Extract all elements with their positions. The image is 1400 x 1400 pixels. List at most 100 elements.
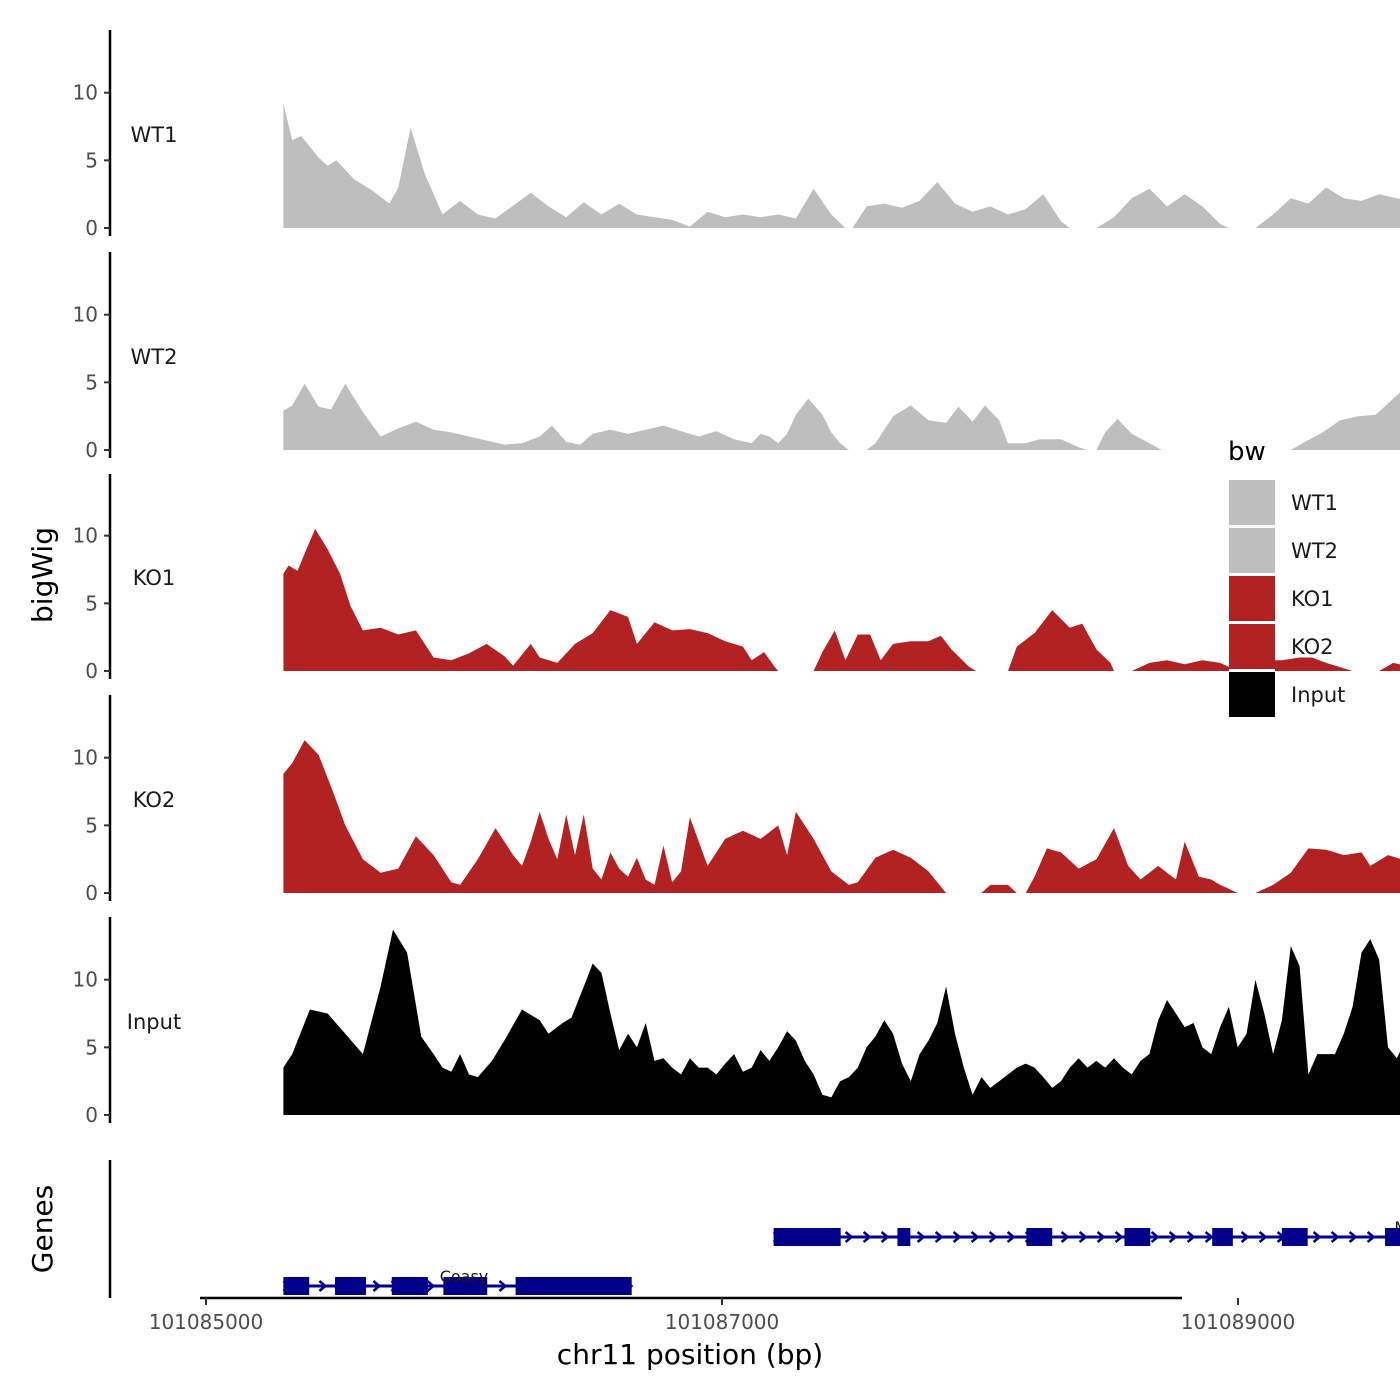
signal-tracks: 0 5 10 WT1 0 5 10 WT2 0 5 10 KO1 0 5 10 KO2 0 5 10 Input xyxy=(73,30,1400,1127)
y-axis-title: bigWig xyxy=(26,527,59,623)
y-tick-label: 5 xyxy=(85,370,98,394)
gene-label: Mlx xyxy=(1394,1218,1400,1237)
legend-swatch xyxy=(1229,576,1275,622)
x-tick-label: 101089000 xyxy=(1181,1310,1296,1334)
x-axis-title: chr11 position (bp) xyxy=(557,1338,823,1371)
gene-mlx: Mlx xyxy=(772,1218,1400,1246)
gene-exon xyxy=(1281,1228,1308,1246)
legend: bw WT1 WT2 KO1 KO2 Input xyxy=(1228,437,1345,719)
strand-arrow xyxy=(880,1231,890,1243)
signal-area-ko1 xyxy=(283,528,1400,671)
strand-arrow xyxy=(1366,1231,1376,1243)
gene-exon xyxy=(443,1277,488,1295)
gene-exon xyxy=(773,1228,841,1246)
strand-arrow xyxy=(988,1231,998,1243)
gene-exon xyxy=(1026,1228,1053,1246)
gene-exon xyxy=(1124,1228,1151,1246)
x-axis: 101085000101087000101089000101091000 xyxy=(149,1296,1296,1334)
y-tick-label: 0 xyxy=(85,659,98,683)
strand-arrow xyxy=(1168,1231,1178,1243)
legend-item-ko2: KO2 xyxy=(1229,624,1334,671)
track-label-input: Input xyxy=(127,1010,181,1034)
gene-exon xyxy=(1385,1228,1400,1246)
strand-arrow xyxy=(970,1231,980,1243)
y-tick-label: 10 xyxy=(73,524,98,548)
strand-arrow xyxy=(934,1231,944,1243)
gene-exon xyxy=(1212,1228,1233,1246)
signal-area-wt2 xyxy=(283,383,1400,450)
track-ko1: 0 5 10 KO1 xyxy=(73,474,1400,683)
legend-label: KO2 xyxy=(1291,635,1334,659)
legend-label: WT2 xyxy=(1291,539,1338,563)
strand-arrow xyxy=(426,1280,436,1292)
track-label-wt1: WT1 xyxy=(131,123,178,147)
strand-arrow xyxy=(1312,1231,1322,1243)
y-tick-label: 5 xyxy=(85,1035,98,1059)
track-wt2: 0 5 10 WT2 xyxy=(73,252,1400,462)
genes-axis-title: Genes xyxy=(26,1185,59,1273)
strand-arrow xyxy=(1078,1231,1088,1243)
strand-arrow xyxy=(844,1231,854,1243)
gene-exon xyxy=(335,1277,366,1295)
gene-label: Coasy xyxy=(440,1267,489,1286)
strand-arrow xyxy=(318,1280,328,1292)
y-tick-label: 10 xyxy=(73,746,98,770)
signal-area-ko2 xyxy=(283,740,1400,893)
y-tick-label: 5 xyxy=(85,813,98,837)
legend-title: bw xyxy=(1228,437,1266,467)
legend-label: WT1 xyxy=(1291,491,1338,515)
y-tick-label: 10 xyxy=(73,303,98,327)
gene-coasy: Coasy xyxy=(282,1267,634,1295)
y-tick-label: 0 xyxy=(85,216,98,240)
track-input: 0 5 10 Input xyxy=(73,917,1400,1127)
strand-arrow xyxy=(1096,1231,1106,1243)
x-tick-label: 101085000 xyxy=(149,1310,264,1334)
legend-item-wt2: WT2 xyxy=(1229,528,1338,575)
signal-area-wt1 xyxy=(283,103,1400,228)
track-label-ko2: KO2 xyxy=(133,788,176,812)
legend-item-input: Input xyxy=(1229,672,1345,719)
legend-swatch xyxy=(1229,480,1275,526)
y-tick-label: 5 xyxy=(85,591,98,615)
y-tick-label: 10 xyxy=(73,81,98,105)
strand-arrow xyxy=(498,1280,508,1292)
strand-arrow xyxy=(1330,1231,1340,1243)
strand-arrow xyxy=(1150,1231,1160,1243)
legend-label: Input xyxy=(1291,683,1345,707)
track-wt1: 0 5 10 WT1 xyxy=(73,30,1400,240)
legend-item-ko1: KO1 xyxy=(1229,576,1334,623)
strand-arrow xyxy=(372,1280,382,1292)
legend-label: KO1 xyxy=(1291,587,1334,611)
x-tick-label: 101087000 xyxy=(665,1310,780,1334)
strand-arrow xyxy=(1060,1231,1070,1243)
y-tick-label: 0 xyxy=(85,881,98,905)
gene-exon xyxy=(391,1277,428,1295)
y-tick-label: 0 xyxy=(85,1103,98,1127)
strand-arrow xyxy=(916,1231,926,1243)
signal-area-input xyxy=(283,929,1400,1115)
track-label-ko1: KO1 xyxy=(133,566,176,590)
gene-exon xyxy=(515,1277,632,1295)
strand-arrow xyxy=(1204,1231,1214,1243)
legend-swatch xyxy=(1229,624,1275,670)
strand-arrow xyxy=(952,1231,962,1243)
legend-swatch xyxy=(1229,672,1275,718)
legend-item-wt1: WT1 xyxy=(1229,480,1338,527)
strand-arrow xyxy=(1258,1231,1268,1243)
strand-arrow xyxy=(1006,1231,1016,1243)
strand-arrow xyxy=(1240,1231,1250,1243)
legend-swatch xyxy=(1229,528,1275,574)
gene-track: CoasyMlxPsmc3ip xyxy=(108,1160,1400,1298)
y-tick-label: 10 xyxy=(73,968,98,992)
strand-arrow xyxy=(1348,1231,1358,1243)
y-tick-label: 5 xyxy=(85,148,98,172)
y-tick-label: 0 xyxy=(85,438,98,462)
gene-exon xyxy=(897,1228,911,1246)
gene-exon xyxy=(283,1277,310,1295)
track-ko2: 0 5 10 KO2 xyxy=(73,695,1400,905)
strand-arrow xyxy=(862,1231,872,1243)
track-label-wt2: WT2 xyxy=(131,345,178,369)
strand-arrow xyxy=(1114,1231,1124,1243)
